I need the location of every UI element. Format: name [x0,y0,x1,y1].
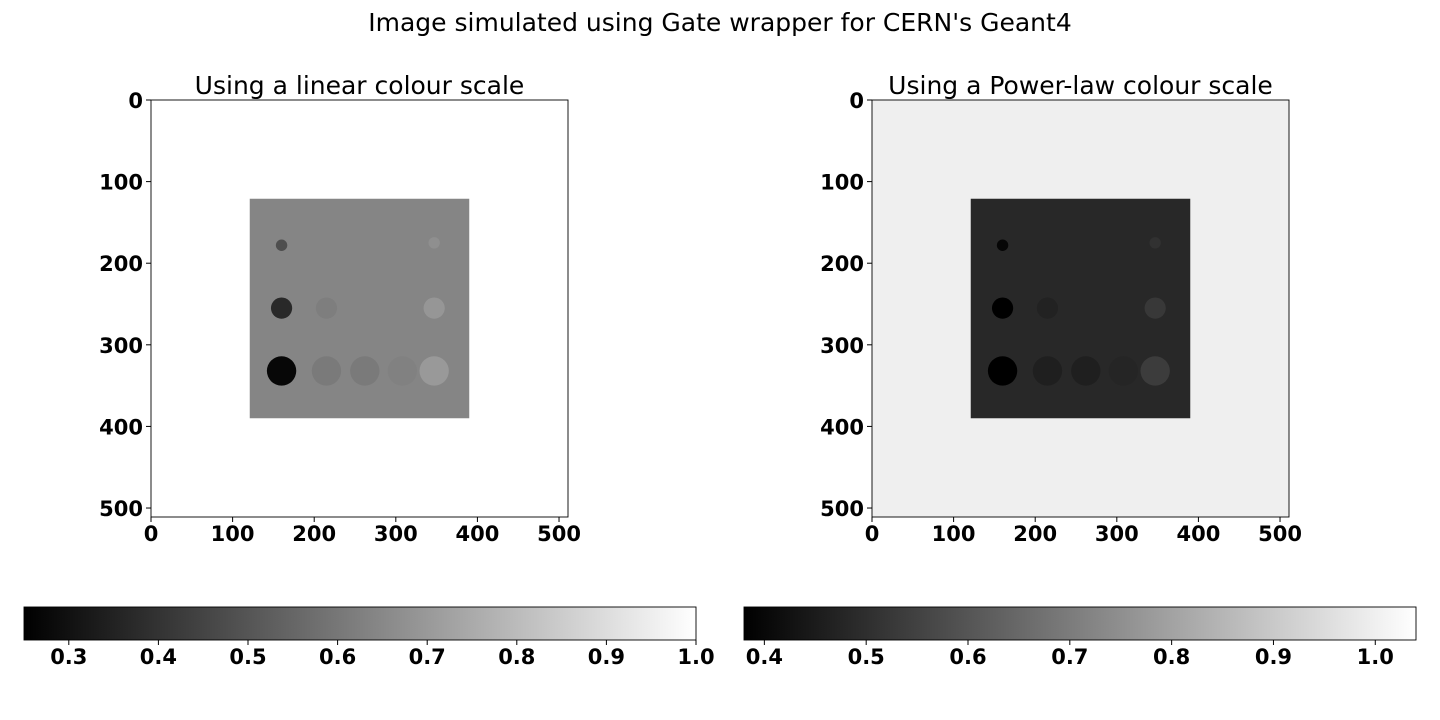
sphere-insert [996,239,1009,251]
y-tick-label: 100 [99,171,143,195]
colorbar-tick-label: 0.8 [1153,645,1190,669]
colorbar-1: 0.3 0.4 0.5 0.6 0.7 0.8 0.9 1.0 [23,606,715,669]
x-tick-label: 0 [865,522,880,546]
panel-2: Using a Power-law colour scale 0 100 200 300… [820,71,1302,546]
figure-title: Image simulated using Gate wrapper for C… [368,8,1072,37]
x-tick-label: 500 [537,522,581,546]
colorbar-tick-label: 0.7 [1051,645,1088,669]
y-tick-label: 300 [820,334,864,358]
y-tick-label: 400 [99,415,143,439]
colorbar-tick-label: 0.9 [1255,645,1292,669]
sphere-insert [1108,356,1139,386]
y-tick-label: 300 [99,334,143,358]
colorbar-tick-label: 0.6 [949,645,986,669]
y-tick-label: 200 [820,252,864,276]
x-tick-label: 300 [374,522,418,546]
sphere-insert [1032,356,1063,386]
x-tick-label: 0 [144,522,159,546]
x-tick-label: 500 [1258,522,1302,546]
colorbar-tick-label: 0.4 [746,645,783,669]
axes-frame [150,99,569,518]
sphere-insert [1144,297,1166,319]
sphere-insert [315,297,338,319]
x-tick-label: 200 [1013,522,1057,546]
sphere-insert [387,356,418,386]
colorbar-2: 0.4 0.5 0.6 0.7 0.8 0.9 1.0 [743,606,1417,669]
colorbar-gradient [24,607,696,640]
panel-title: Using a linear colour scale [195,71,525,100]
sphere-insert [1140,356,1170,386]
y-tick-label: 0 [128,89,143,113]
sphere-insert [419,356,449,386]
colorbar-frame [743,606,1417,641]
y-tick-label: 500 [820,497,864,521]
x-tick-label: 100 [211,522,255,546]
x-tick-label: 300 [1095,522,1139,546]
y-tick-label: 400 [820,415,864,439]
axes-frame [871,99,1290,518]
y-tick-label: 200 [99,252,143,276]
colorbar-tick-label: 1.0 [1357,645,1394,669]
sphere-insert [1149,237,1161,249]
colorbar-tick-label: 0.8 [498,645,535,669]
x-tick-label: 100 [932,522,976,546]
y-tick-label: 0 [849,89,864,113]
x-tick-label: 200 [292,522,336,546]
colorbar-tick-label: 1.0 [677,645,714,669]
x-tick-label: 400 [455,522,499,546]
panel-title: Using a Power-law colour scale [888,71,1273,100]
colorbar-frame [23,606,697,641]
y-tick-label: 500 [99,497,143,521]
sphere-insert [270,297,293,319]
colorbar-tick-label: 0.3 [50,645,87,669]
sphere-insert [987,356,1018,386]
sphere-insert [1071,356,1101,386]
y-tick-label: 100 [820,171,864,195]
sphere-insert [266,356,297,386]
sphere-insert [275,239,288,251]
sphere-insert [991,297,1014,319]
colorbar-tick-label: 0.9 [588,645,625,669]
colorbar-tick-label: 0.5 [229,645,266,669]
panel-1: Using a linear colour scale 0 100 200 300 400… [99,71,581,546]
colorbar-gradient [744,607,1416,640]
sphere-insert [428,237,440,249]
x-tick-label: 400 [1176,522,1220,546]
colorbar-tick-label: 0.5 [848,645,885,669]
colorbar-tick-label: 0.7 [409,645,446,669]
sphere-insert [350,356,380,386]
colorbar-tick-label: 0.6 [319,645,356,669]
sphere-insert [423,297,445,319]
sphere-insert [1036,297,1059,319]
sphere-insert [311,356,342,386]
colorbar-tick-label: 0.4 [140,645,177,669]
